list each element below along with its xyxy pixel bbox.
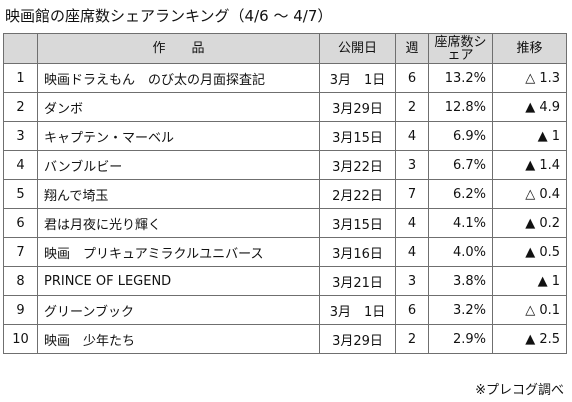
rank-cell: 3 [3, 121, 38, 151]
header-weeks: 週 [395, 33, 429, 64]
header-release: 公開日 [319, 33, 396, 64]
trend-cell: ▲ 1 [492, 121, 567, 151]
share-cell: 4.1% [428, 208, 493, 238]
trend-cell: △ 0.4 [492, 179, 567, 209]
title-cell: キャプテン・マーベル [37, 121, 320, 151]
weeks-cell: 4 [395, 237, 429, 267]
trend-cell: ▲ 0.5 [492, 237, 567, 267]
rank-cell: 1 [3, 63, 38, 93]
source-note: ※プレコグ調べ [475, 383, 564, 398]
share-cell: 12.8% [428, 92, 493, 122]
trend-cell: ▲ 4.9 [492, 92, 567, 122]
title-cell: グリーンブック [37, 295, 320, 325]
share-cell: 2.9% [428, 324, 493, 354]
header-share: 座席数シェア [428, 33, 493, 64]
share-cell: 6.7% [428, 150, 493, 180]
release-date-cell: 3月 1日 [319, 295, 396, 325]
release-date-cell: 3月 1日 [319, 63, 396, 93]
release-date-cell: 3月21日 [319, 266, 396, 296]
share-cell: 4.0% [428, 237, 493, 267]
share-cell: 6.9% [428, 121, 493, 151]
weeks-cell: 3 [395, 266, 429, 296]
share-cell: 3.8% [428, 266, 493, 296]
weeks-cell: 6 [395, 295, 429, 325]
release-date-cell: 2月22日 [319, 179, 396, 209]
header-rank [3, 33, 38, 64]
page-title: 映画館の座席数シェアランキング（4/6 ～ 4/7） [5, 7, 333, 25]
table-header-row: 作 品 公開日 週 座席数シェア 推移 [3, 33, 567, 64]
header-title: 作 品 [37, 33, 320, 64]
trend-cell: ▲ 0.2 [492, 208, 567, 238]
release-date-cell: 3月29日 [319, 92, 396, 122]
weeks-cell: 3 [395, 150, 429, 180]
rank-cell: 10 [3, 324, 38, 354]
rank-cell: 5 [3, 179, 38, 209]
title-cell: ダンボ [37, 92, 320, 122]
ranking-table: 作 品 公開日 週 座席数シェア 推移 1 映画ドラえもん のび太の月面探査記 3月… [3, 33, 567, 354]
header-trend: 推移 [492, 33, 567, 64]
rank-cell: 2 [3, 92, 38, 122]
rank-cell: 7 [3, 237, 38, 267]
weeks-cell: 2 [395, 324, 429, 354]
table-row: 3 キャプテン・マーベル 3月15日 4 6.9% ▲ 1 [3, 121, 567, 151]
title-cell: 君は月夜に光り輝く [37, 208, 320, 238]
rank-cell: 9 [3, 295, 38, 325]
rank-cell: 4 [3, 150, 38, 180]
title-cell: PRINCE OF LEGEND [37, 266, 320, 296]
trend-cell: ▲ 2.5 [492, 324, 567, 354]
table-row: 4 バンブルビー 3月22日 3 6.7% ▲ 1.4 [3, 150, 567, 180]
share-cell: 13.2% [428, 63, 493, 93]
trend-cell: △ 0.1 [492, 295, 567, 325]
release-date-cell: 3月15日 [319, 208, 396, 238]
table-row: 10 映画 少年たち 3月29日 2 2.9% ▲ 2.5 [3, 324, 567, 354]
rank-cell: 8 [3, 266, 38, 296]
release-date-cell: 3月16日 [319, 237, 396, 267]
weeks-cell: 7 [395, 179, 429, 209]
title-cell: バンブルビー [37, 150, 320, 180]
release-date-cell: 3月29日 [319, 324, 396, 354]
weeks-cell: 4 [395, 208, 429, 238]
table-row: 7 映画 プリキュアミラクルユニバース 3月16日 4 4.0% ▲ 0.5 [3, 237, 567, 267]
share-cell: 6.2% [428, 179, 493, 209]
rank-cell: 6 [3, 208, 38, 238]
title-cell: 映画ドラえもん のび太の月面探査記 [37, 63, 320, 93]
trend-cell: △ 1.3 [492, 63, 567, 93]
title-cell: 翔んで埼玉 [37, 179, 320, 209]
share-cell: 3.2% [428, 295, 493, 325]
table-row: 1 映画ドラえもん のび太の月面探査記 3月 1日 6 13.2% △ 1.3 [3, 63, 567, 93]
trend-cell: ▲ 1 [492, 266, 567, 296]
weeks-cell: 6 [395, 63, 429, 93]
title-cell: 映画 少年たち [37, 324, 320, 354]
table-row: 8 PRINCE OF LEGEND 3月21日 3 3.8% ▲ 1 [3, 266, 567, 296]
table-row: 2 ダンボ 3月29日 2 12.8% ▲ 4.9 [3, 92, 567, 122]
table-row: 6 君は月夜に光り輝く 3月15日 4 4.1% ▲ 0.2 [3, 208, 567, 238]
weeks-cell: 2 [395, 92, 429, 122]
release-date-cell: 3月22日 [319, 150, 396, 180]
title-cell: 映画 プリキュアミラクルユニバース [37, 237, 320, 267]
table-row: 9 グリーンブック 3月 1日 6 3.2% △ 0.1 [3, 295, 567, 325]
trend-cell: ▲ 1.4 [492, 150, 567, 180]
table-row: 5 翔んで埼玉 2月22日 7 6.2% △ 0.4 [3, 179, 567, 209]
weeks-cell: 4 [395, 121, 429, 151]
release-date-cell: 3月15日 [319, 121, 396, 151]
